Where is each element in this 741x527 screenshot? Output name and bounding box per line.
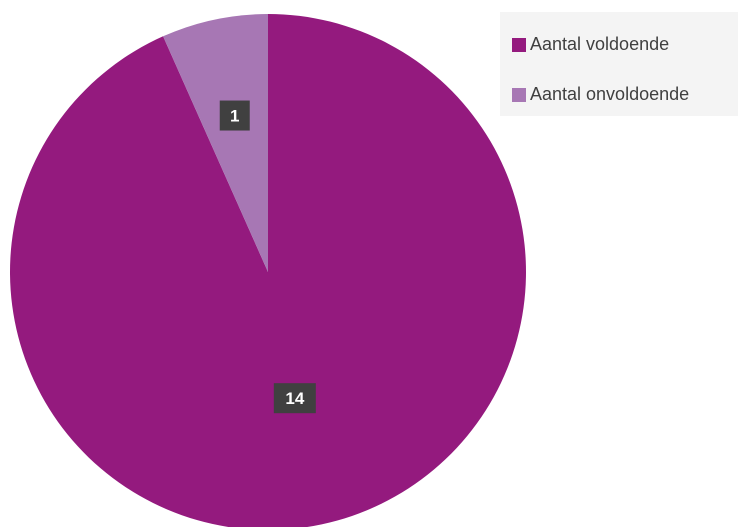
- legend-swatch-voldoende: [512, 37, 526, 52]
- pie-slice-voldoende: [10, 14, 526, 527]
- data-label-onvoldoende-text: 1: [230, 107, 239, 126]
- legend-label-onvoldoende: Aantal onvoldoende: [530, 84, 690, 104]
- data-label-onvoldoende-box: [219, 100, 250, 131]
- data-label-voldoende-box: [273, 383, 316, 414]
- data-label-voldoende: 14: [273, 383, 316, 414]
- data-label-voldoende-text: 14: [285, 389, 304, 408]
- pie-slice-onvoldoende: [163, 14, 268, 272]
- data-label-onvoldoende: 1: [219, 100, 250, 131]
- legend-item-onvoldoende: Aantal onvoldoende: [512, 84, 689, 105]
- legend-label-voldoende: Aantal voldoende: [530, 34, 670, 54]
- legend-swatch-onvoldoende: [512, 87, 526, 102]
- legend-item-voldoende: Aantal voldoende: [512, 34, 669, 55]
- chart-legend: Aantal voldoende Aantal onvoldoende: [500, 12, 738, 116]
